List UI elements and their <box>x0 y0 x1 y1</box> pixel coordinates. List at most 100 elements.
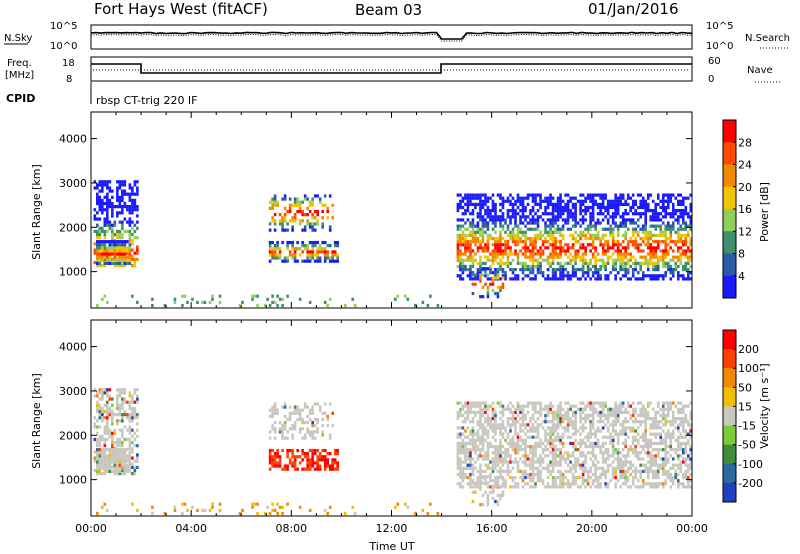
power-cell <box>574 236 577 241</box>
velocity-cell <box>601 407 605 411</box>
velocity-cell <box>641 457 645 461</box>
power-cell <box>511 196 515 200</box>
power-cell <box>606 249 610 253</box>
velocity-cell <box>426 511 430 516</box>
power-cell <box>589 193 592 197</box>
velocity-cell <box>303 467 307 471</box>
velocity-cell <box>293 424 297 428</box>
power-cell <box>546 202 550 207</box>
power-cell <box>539 267 542 272</box>
velocity-cell <box>491 484 495 488</box>
power-cell <box>561 277 565 281</box>
velocity-cell <box>646 410 650 415</box>
velocity-cell <box>111 448 114 452</box>
velocity-cell <box>308 417 312 422</box>
velocity-cell <box>519 469 522 473</box>
velocity-cell <box>649 454 653 458</box>
velocity-cell <box>471 441 475 446</box>
velocity-cell <box>636 426 640 430</box>
power-cell <box>566 199 570 203</box>
power-cell <box>591 193 595 197</box>
power-cell <box>601 218 605 222</box>
power-cell <box>98 258 102 262</box>
velocity-cell <box>536 423 540 427</box>
velocity-cell <box>621 454 625 458</box>
power-cell <box>676 230 680 234</box>
velocity-cell <box>306 405 309 409</box>
power-cell <box>301 209 304 214</box>
velocity-cell <box>514 429 517 433</box>
power-cell <box>659 255 663 259</box>
velocity-cell <box>581 460 585 464</box>
velocity-cell <box>546 413 550 418</box>
velocity-cell <box>659 466 663 470</box>
power-cell <box>516 199 520 203</box>
power-cell <box>276 303 279 308</box>
velocity-cell <box>191 505 194 509</box>
velocity-cell <box>574 482 577 486</box>
nsky-tick-top: 10^5 <box>50 21 77 32</box>
y-tick-label: 2000 <box>59 429 87 442</box>
power-cell <box>609 199 612 203</box>
velocity-cell <box>591 432 595 436</box>
power-cell <box>476 215 480 219</box>
velocity-cell <box>301 436 304 440</box>
power-cell <box>101 240 104 244</box>
power-cell <box>646 264 650 269</box>
power-cell <box>539 255 542 259</box>
power-cell <box>626 258 630 262</box>
power-cell <box>323 259 327 263</box>
power-tick-label: 28 <box>738 136 752 149</box>
power-cell <box>634 261 638 265</box>
velocity-cell <box>509 454 512 458</box>
velocity-cell <box>544 420 547 424</box>
velocity-cell <box>604 413 607 418</box>
velocity-cell <box>333 467 337 471</box>
power-cell <box>646 246 650 250</box>
velocity-cell <box>646 438 650 442</box>
power-cell <box>541 243 545 247</box>
velocity-cell <box>681 404 685 408</box>
power-cell <box>456 258 460 262</box>
power-cell <box>489 218 492 222</box>
velocity-cell <box>466 417 470 421</box>
velocity-cell <box>471 435 475 439</box>
velocity-cell <box>524 426 527 430</box>
velocity-cell <box>521 460 525 464</box>
velocity-cell <box>98 437 102 442</box>
power-cell <box>521 233 525 238</box>
velocity-cell <box>291 411 294 415</box>
power-cell <box>471 236 475 241</box>
power-cell <box>676 271 680 275</box>
power-cell <box>559 212 562 216</box>
velocity-cell <box>106 466 109 470</box>
power-cell <box>499 215 502 219</box>
velocity-cell <box>559 413 562 418</box>
velocity-cell <box>686 479 690 483</box>
velocity-cell <box>521 472 525 477</box>
power-cell <box>106 249 109 253</box>
power-cell <box>536 271 540 275</box>
nave-tick-top: 60 <box>708 56 721 67</box>
power-cell <box>551 212 555 216</box>
velocity-cell <box>574 417 577 421</box>
power-cell <box>116 240 119 244</box>
velocity-cell <box>634 454 638 458</box>
power-cell <box>569 209 572 213</box>
power-cell <box>98 255 102 259</box>
velocity-cell <box>396 502 400 506</box>
power-cell <box>639 212 643 216</box>
velocity-cell <box>669 423 673 427</box>
power-cell <box>521 246 525 250</box>
power-cell <box>581 246 585 250</box>
power-cell <box>614 240 617 244</box>
power-cell <box>549 218 552 222</box>
power-cell <box>546 261 550 265</box>
power-cell <box>584 261 587 265</box>
power-cell <box>519 202 522 207</box>
velocity-cell <box>659 420 663 424</box>
velocity-cell <box>489 479 492 483</box>
velocity-cell <box>554 423 557 427</box>
velocity-cell <box>534 466 537 470</box>
power-cell <box>489 277 492 281</box>
